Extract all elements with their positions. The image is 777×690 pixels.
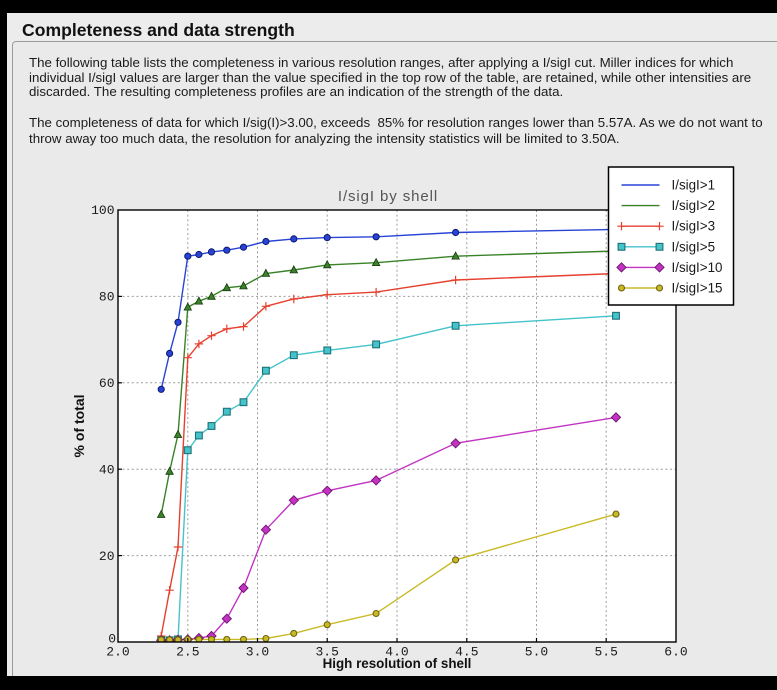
svg-text:80: 80 xyxy=(99,290,115,305)
svg-text:0: 0 xyxy=(108,632,116,647)
svg-text:2.5: 2.5 xyxy=(176,645,199,660)
svg-text:40: 40 xyxy=(99,462,115,477)
svg-text:4.0: 4.0 xyxy=(385,645,408,660)
svg-text:% of total: % of total xyxy=(71,395,87,458)
svg-text:I/sigI>1: I/sigI>1 xyxy=(672,178,716,193)
svg-text:5.0: 5.0 xyxy=(525,645,548,660)
svg-text:6.0: 6.0 xyxy=(664,645,687,660)
svg-text:High resolution of shell: High resolution of shell xyxy=(323,656,472,671)
svg-text:100: 100 xyxy=(91,203,114,218)
svg-text:4.5: 4.5 xyxy=(455,645,478,660)
svg-text:I/sigI>2: I/sigI>2 xyxy=(672,198,716,213)
svg-text:20: 20 xyxy=(99,549,115,564)
svg-text:2.0: 2.0 xyxy=(106,645,129,660)
svg-text:I/sigI>3: I/sigI>3 xyxy=(672,219,716,234)
svg-text:I/sigI>15: I/sigI>15 xyxy=(672,281,723,296)
svg-text:I/sigI>5: I/sigI>5 xyxy=(672,239,716,254)
svg-text:I/sigI by shell: I/sigI by shell xyxy=(338,188,438,205)
svg-text:5.5: 5.5 xyxy=(594,645,617,660)
svg-text:3.0: 3.0 xyxy=(246,645,269,660)
svg-text:I/sigI>10: I/sigI>10 xyxy=(672,260,723,275)
svg-text:60: 60 xyxy=(99,376,115,391)
svg-text:3.5: 3.5 xyxy=(315,645,338,660)
